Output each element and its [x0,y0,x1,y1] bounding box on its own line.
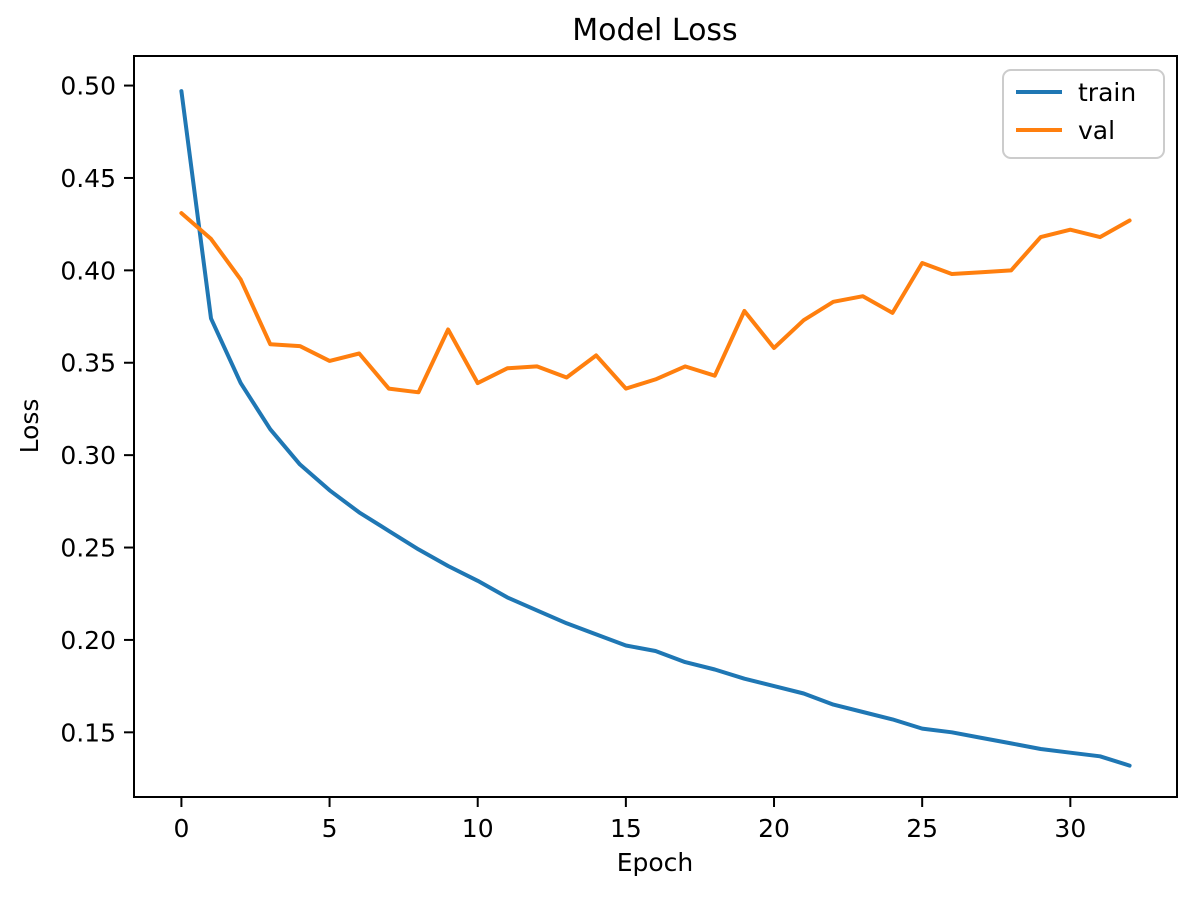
series-lines [179,89,1132,768]
legend-label-train: train [1078,78,1136,107]
y-tick-label: 0.40 [60,256,116,285]
y-axis-label: Loss [15,399,44,454]
legend-item-val: val [1016,116,1115,145]
x-tick-label: 30 [1054,814,1086,843]
x-tick-label: 20 [758,814,790,843]
y-axis-ticks: 0.15 0.20 0.25 0.30 0.35 0.40 0.45 0.50 [60,72,134,747]
legend: train val [1002,69,1165,159]
y-tick-label: 0.35 [60,349,116,378]
x-tick-label: 15 [610,814,642,843]
legend-label-val: val [1078,116,1115,145]
x-tick-label: 5 [322,814,338,843]
y-tick-label: 0.30 [60,441,116,470]
x-axis-ticks: 0 5 10 15 20 25 30 [173,797,1086,843]
y-tick-label: 0.45 [60,164,116,193]
train-line [179,89,1132,768]
legend-item-train: train [1016,78,1136,107]
y-tick-label: 0.15 [60,718,116,747]
chart-title: Model Loss [572,13,737,48]
x-tick-label: 10 [462,814,494,843]
plot-border [133,55,1178,798]
y-tick-label: 0.25 [60,534,116,563]
x-tick-label: 0 [173,814,189,843]
y-tick-label: 0.20 [60,626,116,655]
y-tick-label: 0.50 [60,72,116,101]
val-line [179,211,1132,395]
x-tick-label: 25 [906,814,938,843]
x-axis-label: Epoch [617,848,694,877]
